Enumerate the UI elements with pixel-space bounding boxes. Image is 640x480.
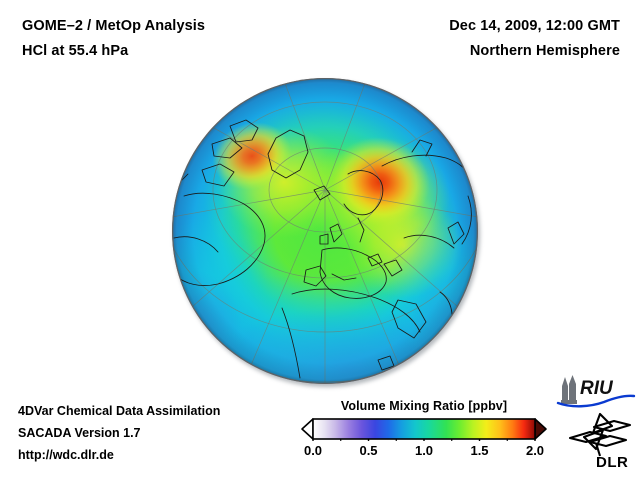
- colorbar: Volume Mixing Ratio [ppbv]: [300, 399, 548, 461]
- datetime-label: Dec 14, 2009, 12:00 GMT: [449, 18, 620, 34]
- globe-disc: [172, 78, 478, 384]
- colorbar-tick-3: 1.5: [470, 443, 489, 458]
- globe-map: [172, 78, 480, 387]
- colorbar-scale: [300, 417, 548, 444]
- globe-limb: [172, 78, 478, 384]
- colorbar-tick-4: 2.0: [525, 443, 545, 458]
- dlr-logo: DLR: [566, 412, 634, 471]
- colorbar-tick-2: 1.0: [414, 443, 434, 458]
- hemisphere-label: Northern Hemisphere: [469, 43, 620, 59]
- colorbar-tick-labels: 0.0 0.5 1.0 1.5 2.0: [300, 443, 548, 461]
- species-level-label: HCl at 55.4 hPa: [22, 43, 129, 59]
- footer-caption: 4DVar Chemical Data Assimilation SACADA …: [18, 400, 220, 466]
- riu-wave-icon: [556, 394, 636, 408]
- colorbar-over-arrow: [534, 418, 547, 440]
- header-left: GOME–2 / MetOp Analysis HCl at 55.4 hPa: [22, 14, 322, 64]
- riu-wordmark: RIU: [580, 378, 614, 399]
- version-label: SACADA Version 1.7: [18, 426, 141, 440]
- colorbar-title: Volume Mixing Ratio [ppbv]: [340, 399, 508, 413]
- header-right: Dec 14, 2009, 12:00 GMT Northern Hemisph…: [320, 14, 620, 64]
- riu-spires-icon: [561, 375, 577, 404]
- method-label: 4DVar Chemical Data Assimilation: [18, 404, 221, 418]
- colorbar-tick-0: 0.0: [303, 443, 323, 458]
- analysis-title: GOME–2 / MetOp Analysis: [22, 18, 206, 34]
- globe-field-layer: [172, 78, 478, 384]
- colorbar-under-arrow: [301, 418, 314, 440]
- colorbar-tick-1: 0.5: [359, 443, 378, 458]
- dlr-wordmark: DLR: [596, 454, 628, 470]
- dlr-wing-icon: [568, 412, 632, 457]
- riu-logo: RIU: [556, 374, 636, 408]
- url-label: http://wdc.dlr.de: [18, 448, 114, 462]
- colorbar-gradient: [312, 418, 536, 440]
